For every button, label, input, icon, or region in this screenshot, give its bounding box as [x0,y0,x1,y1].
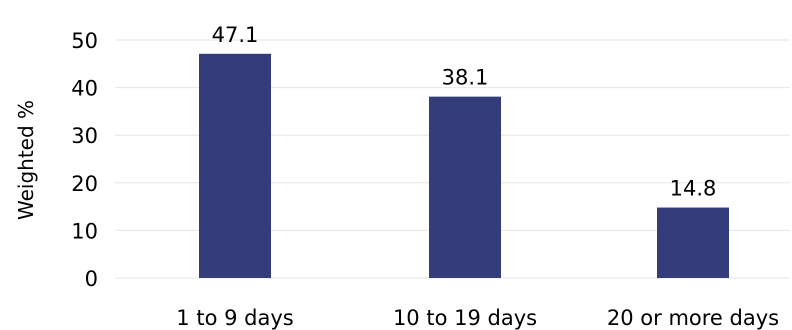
value-labels: 47.1 38.1 14.8 [212,23,717,201]
x-axis-ticks: 1 to 9 days 10 to 19 days 20 or more days [176,306,779,330]
y-tick-label: 20 [71,172,98,196]
bars [199,53,729,278]
bar-3 [657,207,729,278]
y-tick-label: 50 [71,29,98,53]
value-label: 47.1 [212,23,259,47]
y-tick-label: 30 [71,124,98,148]
y-tick-label: 40 [71,77,98,101]
y-axis-label: Weighted % [14,100,38,220]
bar-2 [429,96,501,278]
value-label: 38.1 [442,66,489,90]
x-tick-label: 20 or more days [607,306,779,330]
y-tick-label: 10 [71,219,98,243]
y-axis-ticks: 0 10 20 30 40 50 [71,29,98,291]
x-tick-label: 1 to 9 days [176,306,293,330]
x-tick-label: 10 to 19 days [393,306,537,330]
y-tick-label: 0 [85,267,98,291]
value-label: 14.8 [670,177,717,201]
bar-1 [199,53,271,278]
